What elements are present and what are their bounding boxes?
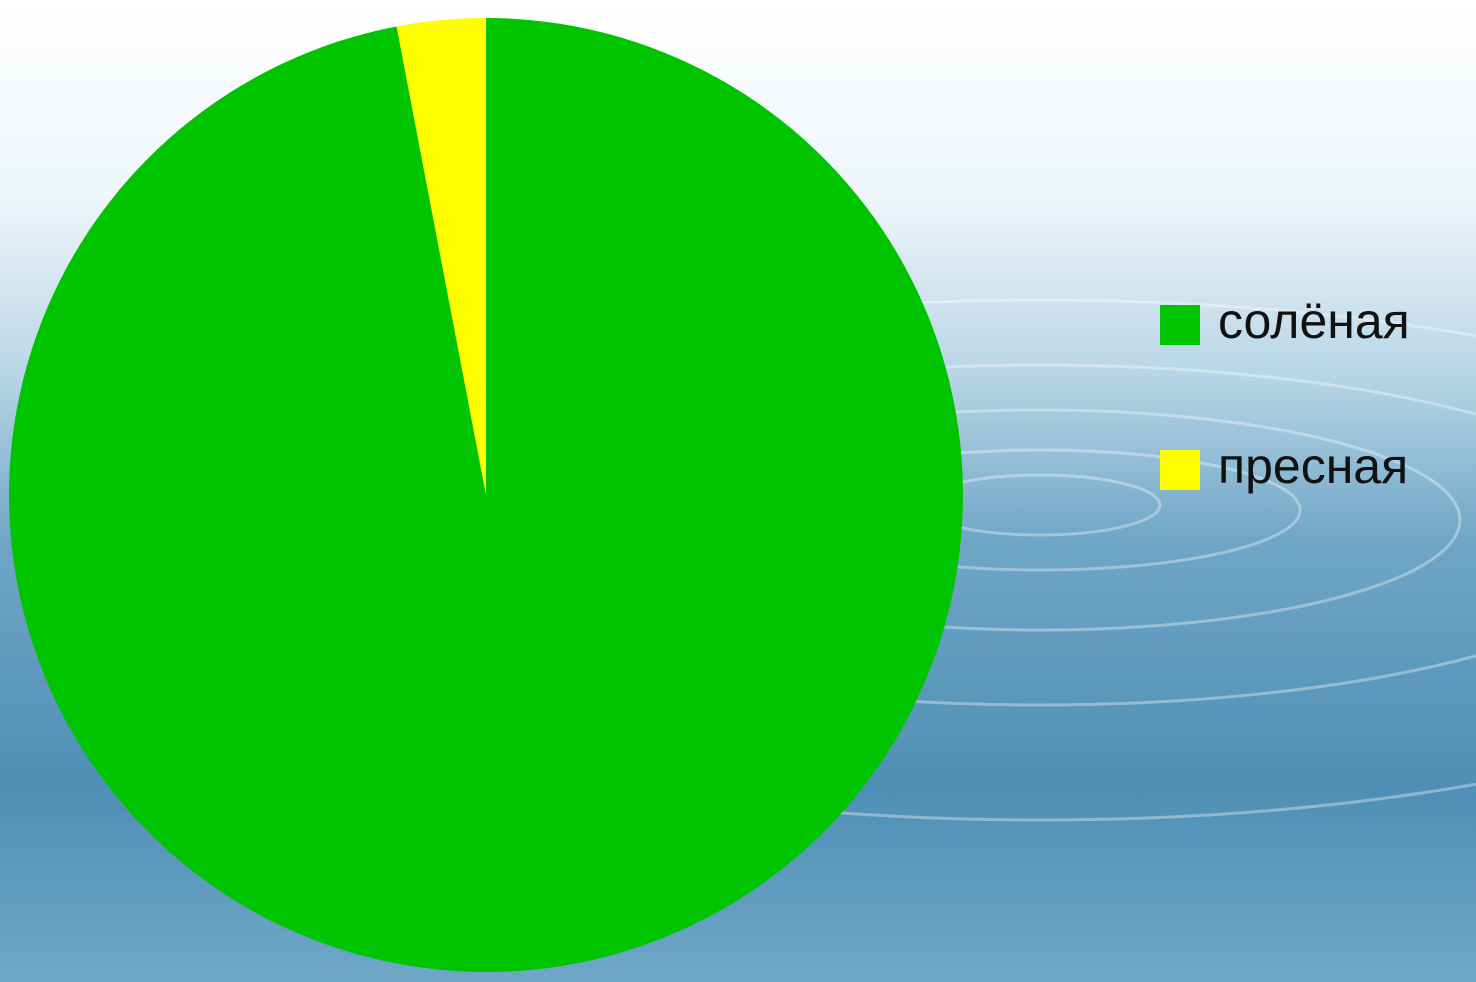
legend-swatch [1160,305,1200,345]
pie-slice [8,18,963,972]
pie-slice [396,18,486,495]
legend-label: пресная [1218,438,1408,494]
pie [8,18,963,972]
legend: солёная пресная [1160,293,1410,494]
legend-label: солёная [1218,293,1410,349]
legend-swatch [1160,450,1200,490]
